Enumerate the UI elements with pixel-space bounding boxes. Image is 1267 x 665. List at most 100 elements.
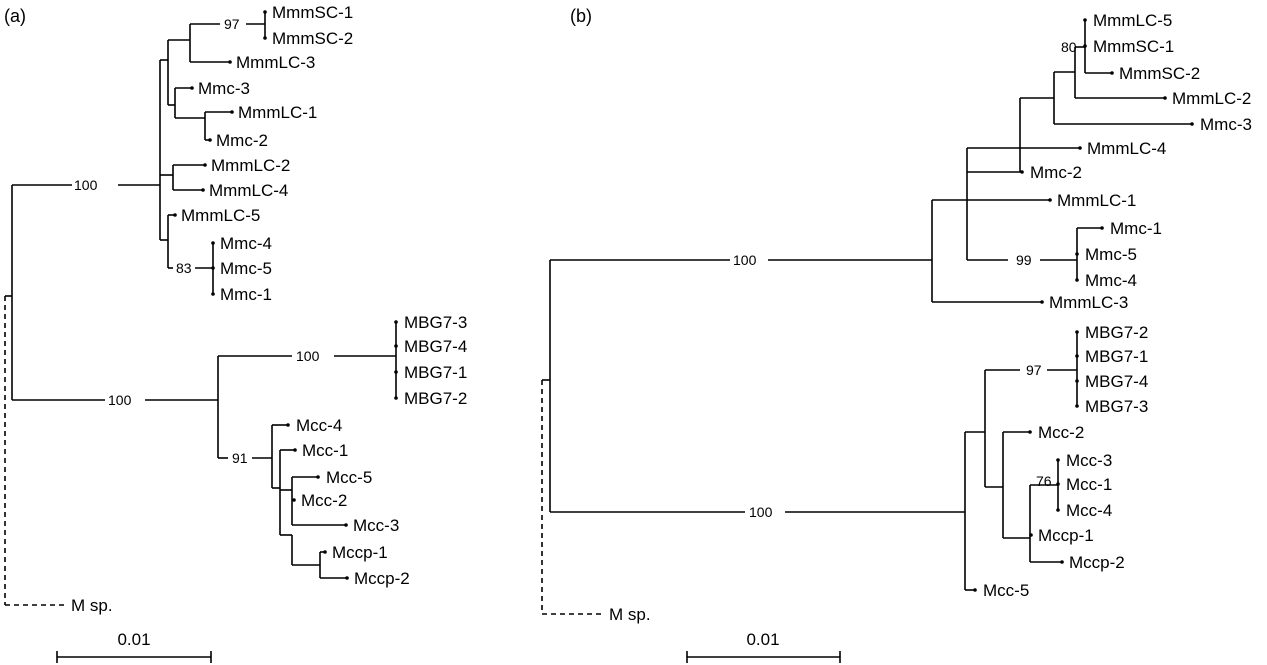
- leaf-label: MmmLC-4: [1087, 139, 1166, 158]
- leaf-tip: [263, 10, 267, 14]
- leaf-tip: [394, 344, 398, 348]
- leaf-tip: [230, 110, 234, 114]
- leaf-label: Mcc-5: [983, 581, 1029, 600]
- leaf-labels: MmmLC-5 MmmSC-1 MmmSC-2 MmmLC-2 Mmc-3 Mm…: [609, 11, 1252, 624]
- leaf-tip: [201, 188, 205, 192]
- leaf-tip: [1078, 146, 1082, 150]
- leaf-label: Mcc-2: [1038, 423, 1084, 442]
- leaf-tip: [323, 550, 327, 554]
- leaf-label: MBG7-4: [1085, 372, 1148, 391]
- leaf-tip: [1029, 533, 1033, 537]
- outgroup-label: M sp.: [71, 596, 113, 615]
- leaf-tip: [394, 370, 398, 374]
- leaf-label: Mmc-5: [1085, 245, 1137, 264]
- bootstrap-value: 80: [1061, 39, 1077, 55]
- leaf-tip: [211, 292, 215, 296]
- bootstrap-value: 100: [733, 252, 757, 268]
- leaf-tip: [293, 448, 297, 452]
- leaf-label: Mmc-1: [220, 285, 272, 304]
- bootstrap-value: 100: [74, 177, 98, 193]
- leaf-label: MmmLC-5: [1093, 11, 1172, 30]
- leaf-label: MmmLC-5: [181, 206, 260, 225]
- leaf-tip: [173, 213, 177, 217]
- leaf-tip: [292, 498, 296, 502]
- scale-bar-a: 0.01: [56, 630, 212, 663]
- bootstrap-value: 83: [176, 260, 192, 276]
- leaf-tip: [190, 86, 194, 90]
- leaf-label: MmmLC-1: [238, 103, 317, 122]
- leaf-label: Mcc-5: [326, 468, 372, 487]
- leaf-tip: [345, 576, 349, 580]
- leaf-tip: [286, 423, 290, 427]
- leaf-tip: [1056, 508, 1060, 512]
- leaf-label: Mmc-1: [1110, 219, 1162, 238]
- leaf-label: MmmSC-1: [1093, 37, 1174, 56]
- leaf-tip: [1083, 44, 1087, 48]
- leaf-tip: [1075, 379, 1079, 383]
- leaf-label: Mccp-1: [332, 543, 388, 562]
- leaf-labels: MmmSC-1 MmmSC-2 MmmLC-3 Mmc-3 MmmLC-1 Mm…: [71, 3, 467, 615]
- leaf-label: Mmc-3: [198, 79, 250, 98]
- leaf-label: Mmc-4: [220, 234, 272, 253]
- leaf-tip: [211, 241, 215, 245]
- panel-b: (b): [541, 6, 1252, 663]
- leaf-label: Mcc-3: [1066, 451, 1112, 470]
- leaf-label: MmmSC-2: [1119, 64, 1200, 83]
- leaf-label: MmmSC-2: [272, 29, 353, 48]
- panel-b-label: (b): [570, 6, 592, 26]
- leaf-label: MBG7-3: [1085, 397, 1148, 416]
- bootstrap-value: 99: [1016, 252, 1032, 268]
- leaf-tips: [173, 10, 398, 580]
- bootstrap-value: 97: [1026, 362, 1042, 378]
- leaf-label: Mccp-1: [1038, 526, 1094, 545]
- leaf-tip: [1040, 300, 1044, 304]
- leaf-label: Mmc-2: [1030, 163, 1082, 182]
- leaf-tip: [1163, 96, 1167, 100]
- leaf-label: MBG7-2: [1085, 323, 1148, 342]
- scale-bar-label: 0.01: [117, 630, 150, 649]
- leaf-tip: [1075, 354, 1079, 358]
- leaf-tip: [1075, 330, 1079, 334]
- leaf-tip: [394, 320, 398, 324]
- leaf-label: MBG7-4: [404, 337, 467, 356]
- leaf-tip: [1075, 404, 1079, 408]
- leaf-label: Mcc-4: [296, 416, 342, 435]
- leaf-label: Mmc-5: [220, 259, 272, 278]
- leaf-label: MmmSC-1: [272, 3, 353, 22]
- scale-bar-b: 0.01: [686, 630, 841, 663]
- leaf-tip: [1075, 252, 1079, 256]
- leaf-tip: [1028, 430, 1032, 434]
- bootstrap-value: 97: [224, 16, 240, 32]
- leaf-label: Mmc-3: [1200, 115, 1252, 134]
- leaf-label: Mcc-1: [1066, 475, 1112, 494]
- bootstrap-value: 100: [296, 348, 320, 364]
- leaf-tip: [1100, 226, 1104, 230]
- leaf-tip: [1060, 560, 1064, 564]
- leaf-label: MBG7-1: [404, 363, 467, 382]
- leaf-label: MmmLC-3: [236, 53, 315, 72]
- scale-bar-label: 0.01: [746, 630, 779, 649]
- bootstrap-value: 100: [749, 504, 773, 520]
- leaf-label: MmmLC-1: [1057, 191, 1136, 210]
- leaf-label: Mcc-4: [1066, 501, 1112, 520]
- leaf-label: Mcc-3: [353, 516, 399, 535]
- leaf-label: Mmc-2: [216, 131, 268, 150]
- leaf-label: Mcc-2: [301, 491, 347, 510]
- bootstrap-value: 91: [232, 450, 248, 466]
- bootstrap-value: 100: [108, 392, 132, 408]
- panel-a-label: (a): [4, 6, 26, 26]
- leaf-tip: [973, 588, 977, 592]
- leaf-tip: [1056, 458, 1060, 462]
- leaf-tip: [211, 266, 215, 270]
- leaf-label: MmmLC-2: [211, 156, 290, 175]
- leaf-label: Mcc-1: [302, 441, 348, 460]
- leaf-label: MBG7-3: [404, 313, 467, 332]
- leaf-label: MBG7-1: [1085, 347, 1148, 366]
- leaf-label: MmmLC-4: [209, 181, 288, 200]
- leaf-label: Mccp-2: [1069, 553, 1125, 572]
- leaf-tip: [344, 523, 348, 527]
- leaf-label: MBG7-2: [404, 389, 467, 408]
- leaf-tip: [228, 60, 232, 64]
- leaf-tip: [203, 163, 207, 167]
